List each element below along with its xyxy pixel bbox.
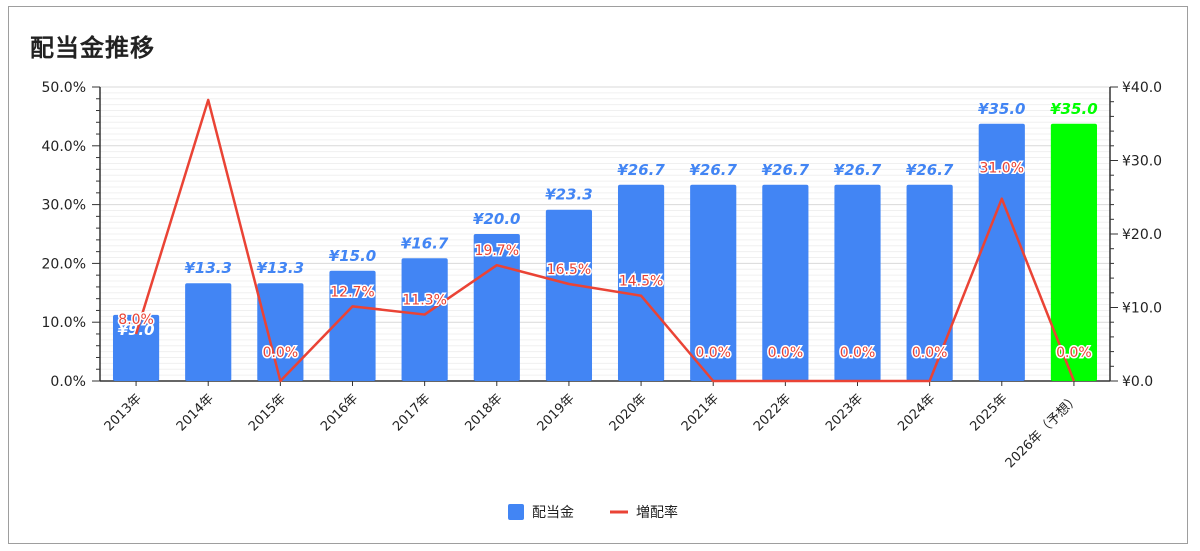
bar-data-label: ¥26.7 — [689, 161, 737, 179]
left-axis-tick-label: 50.0% — [42, 80, 86, 96]
line-data-label: 0.0% — [695, 345, 731, 361]
x-axis-tick-label: 2022年 — [751, 391, 794, 434]
x-axis-tick-label: 2024年 — [895, 391, 938, 434]
line-data-label: 11.3% — [402, 293, 446, 309]
bar-data-label: ¥23.3 — [545, 186, 592, 204]
bar — [978, 123, 1025, 381]
right-axis-tick-label: ¥0.0 — [1122, 374, 1153, 390]
bar-data-label: ¥35.0 — [1050, 100, 1097, 118]
bar-data-label: ¥16.7 — [401, 234, 449, 252]
line-data-label: 8.0% — [118, 312, 154, 328]
line-data-label: 0.0% — [768, 345, 804, 361]
x-axis-tick-label: 2017年 — [390, 391, 433, 434]
bar-data-label: ¥13.3 — [184, 259, 231, 277]
right-axis-tick-label: ¥20.0 — [1122, 227, 1162, 243]
bar — [834, 184, 881, 381]
bar-data-label: ¥26.7 — [617, 161, 665, 179]
chart-title: 配当金推移 — [30, 34, 155, 62]
bar-data-label: ¥26.7 — [906, 161, 954, 179]
right-axis-tick-label: ¥30.0 — [1122, 154, 1162, 170]
x-axis-tick-label: 2019年 — [535, 391, 578, 434]
bar-data-label: ¥20.0 — [473, 210, 520, 228]
bar-data-label: ¥15.0 — [329, 247, 376, 265]
left-axis-tick-label: 40.0% — [42, 139, 86, 155]
bar — [906, 184, 953, 381]
x-axis-tick-label: 2014年 — [174, 391, 217, 434]
bar — [473, 234, 520, 381]
x-axis-tick-label: 2025年 — [967, 391, 1010, 434]
bar — [329, 270, 376, 381]
bar — [545, 209, 593, 381]
right-axis-tick-label: ¥40.0 — [1122, 80, 1162, 96]
line-data-label: 12.7% — [330, 284, 374, 300]
right-axis-tick-label: ¥10.0 — [1122, 301, 1162, 317]
left-axis-tick-label: 0.0% — [50, 374, 86, 390]
legend-label-dividend: 配当金 — [532, 505, 574, 521]
bar-data-label: ¥26.7 — [834, 161, 882, 179]
x-axis-tick-label: 2013年 — [102, 391, 145, 434]
line-data-label: 31.0% — [980, 161, 1024, 177]
left-axis-tick-label: 10.0% — [42, 315, 86, 331]
bar-data-label: ¥13.3 — [257, 259, 304, 277]
bar — [1050, 123, 1098, 381]
x-axis-tick-label: 2018年 — [462, 391, 505, 434]
left-axis-tick-label: 20.0% — [42, 256, 86, 272]
x-axis-tick-label: 2023年 — [823, 391, 866, 434]
line-data-label: 0.0% — [1056, 345, 1092, 361]
line-data-label: 19.7% — [475, 243, 519, 259]
line-data-label: 14.5% — [619, 274, 663, 290]
bar — [690, 184, 737, 381]
left-axis-tick-label: 30.0% — [42, 198, 86, 214]
x-axis-tick-label: 2020年 — [607, 391, 650, 434]
bar — [112, 314, 160, 381]
legend-swatch-bar — [508, 504, 524, 520]
x-axis-tick-label: 2021年 — [679, 391, 722, 434]
bar — [401, 258, 448, 381]
growth-rate-line — [134, 98, 1076, 383]
x-axis-tick-label: 2026年（予想） — [1002, 391, 1083, 472]
line-data-label: 0.0% — [912, 345, 948, 361]
bar-data-label: ¥26.7 — [762, 161, 810, 179]
bar — [617, 184, 665, 381]
bar-data-label: ¥35.0 — [978, 100, 1025, 118]
line-data-label: 0.0% — [263, 345, 299, 361]
line-data-label: 0.0% — [840, 345, 876, 361]
x-axis-tick-label: 2016年 — [318, 391, 361, 434]
bar — [257, 283, 304, 381]
x-axis-tick-label: 2015年 — [246, 391, 289, 434]
bar — [762, 184, 809, 381]
legend-label-growth: 増配率 — [636, 504, 678, 521]
line-data-label: 16.5% — [547, 262, 591, 278]
bar — [185, 283, 232, 381]
